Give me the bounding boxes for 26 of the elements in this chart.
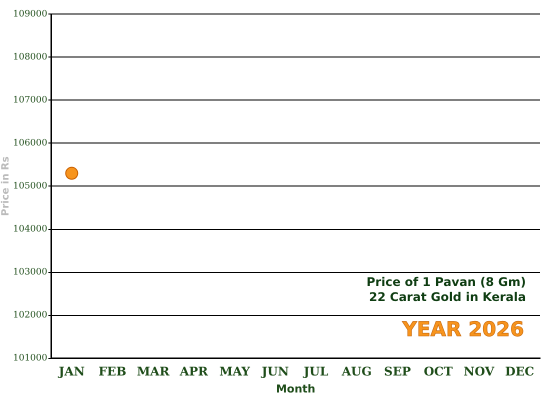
x-tick-label: NOV: [464, 364, 495, 379]
x-tick-label: JUL: [302, 364, 329, 379]
y-tick-label: 102000: [12, 310, 48, 321]
y-tick-label: 103000: [12, 268, 48, 278]
x-tick-label: FEB: [98, 364, 126, 379]
x-tick-label: DEC: [505, 364, 534, 379]
x-tick-label: JUN: [260, 364, 289, 379]
x-axis-title: Month: [276, 382, 316, 396]
x-tick-label: AUG: [340, 364, 372, 379]
annotation: 22 Carat Gold in Kerala: [369, 290, 526, 304]
x-tick-label: JAN: [58, 364, 85, 379]
x-tick-label: OCT: [424, 364, 453, 379]
x-tick-label: SEP: [384, 364, 411, 379]
x-tick-label: MAR: [136, 364, 170, 379]
y-tick-label: 105000: [12, 182, 48, 192]
y-tick-label: 104000: [12, 224, 48, 235]
y-tick-label: 109000: [12, 9, 48, 20]
y-axis-title: Price in Rs: [0, 156, 12, 216]
y-tick-label: 101000: [12, 354, 48, 364]
x-tick-label: APR: [178, 364, 210, 379]
x-tick-label: MAY: [219, 364, 250, 379]
annotation: Price of 1 Pavan (8 Gm): [366, 275, 526, 289]
y-tick-label: 108000: [12, 52, 48, 62]
y-tick-label: 107000: [12, 95, 48, 106]
annotation: YEAR 2026: [401, 317, 524, 341]
y-tick-label: 106000: [12, 138, 48, 148]
